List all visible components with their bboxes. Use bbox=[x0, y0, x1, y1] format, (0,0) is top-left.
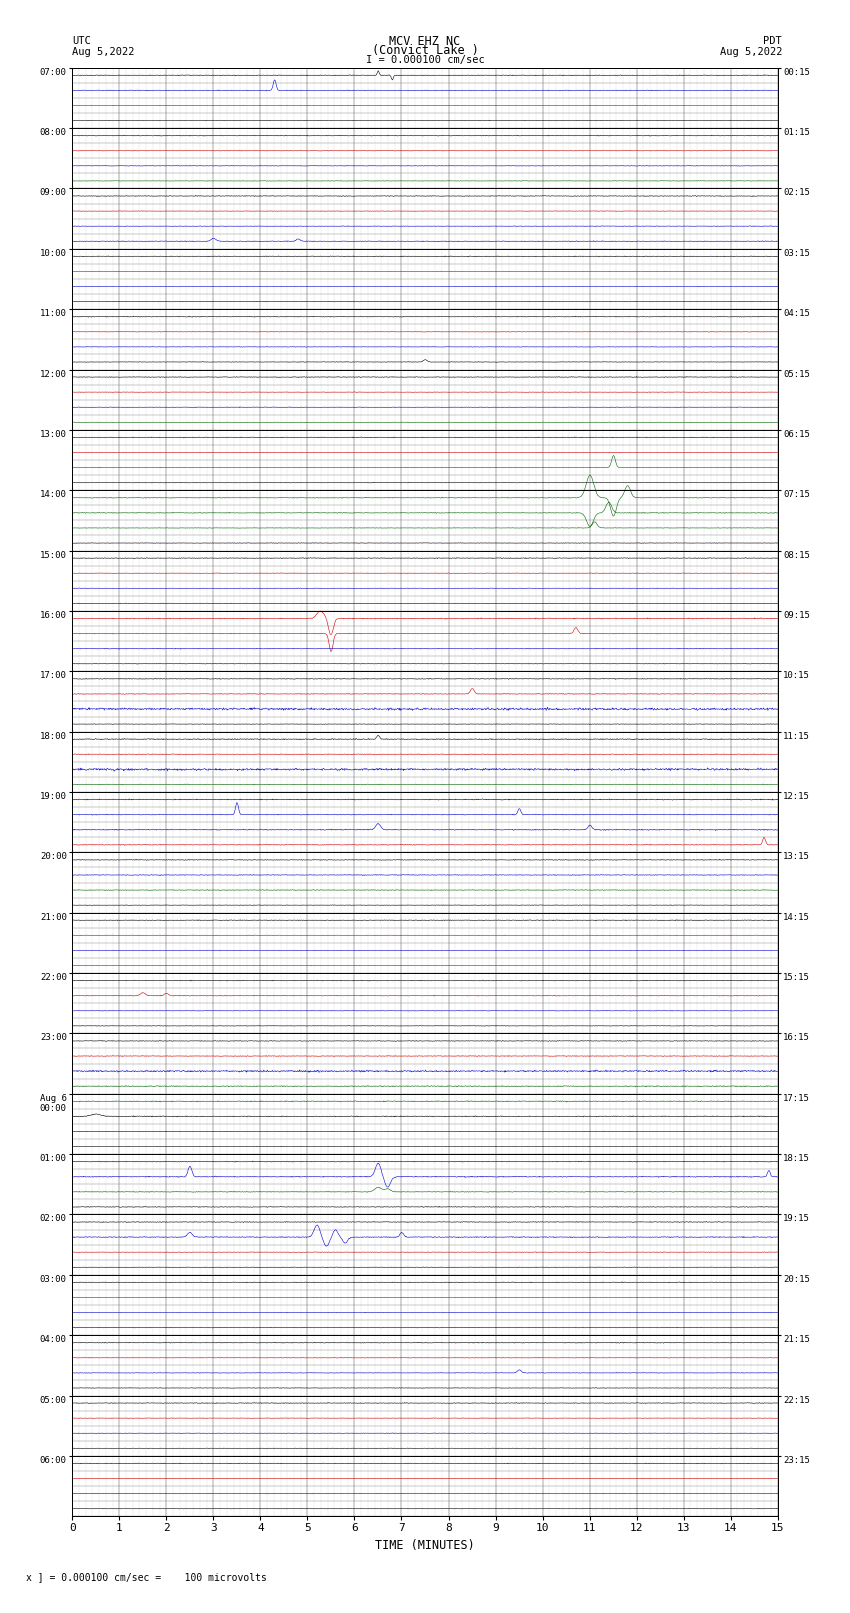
Text: PDT: PDT bbox=[763, 35, 782, 47]
Text: MCV EHZ NC: MCV EHZ NC bbox=[389, 34, 461, 48]
Text: I = 0.000100 cm/sec: I = 0.000100 cm/sec bbox=[366, 55, 484, 66]
X-axis label: TIME (MINUTES): TIME (MINUTES) bbox=[375, 1539, 475, 1552]
Text: x ] = 0.000100 cm/sec =    100 microvolts: x ] = 0.000100 cm/sec = 100 microvolts bbox=[26, 1573, 266, 1582]
Text: (Convict Lake ): (Convict Lake ) bbox=[371, 44, 479, 58]
Text: Aug 5,2022: Aug 5,2022 bbox=[719, 47, 782, 56]
Text: Aug 5,2022: Aug 5,2022 bbox=[72, 47, 135, 56]
Text: UTC: UTC bbox=[72, 35, 91, 47]
